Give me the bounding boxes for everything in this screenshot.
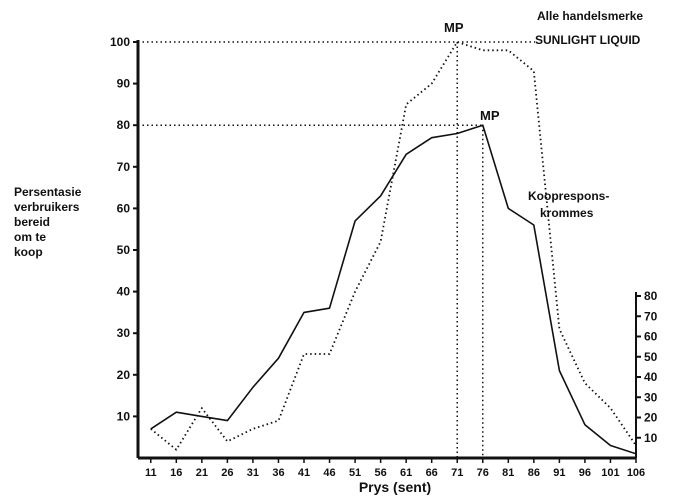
y-axis-label-line-5: koop: [14, 245, 43, 259]
y-axis-label-line-2: verbruikers: [14, 200, 80, 214]
y-tick-label: 60: [117, 201, 131, 215]
y-axis-label-line-4: om te: [14, 230, 46, 244]
x-tick-label: 66: [426, 467, 438, 479]
axes: 10 20 30 40 50 60 70 80 90 100 10 20 30 40 50 60 70 80 11 1…: [110, 35, 658, 479]
right-tick-label: 60: [644, 330, 658, 344]
right-tick-label: 70: [644, 309, 658, 323]
x-tick-label: 51: [349, 467, 361, 479]
y-tick-label: 80: [117, 118, 131, 132]
y-tick-label: 30: [117, 326, 131, 340]
x-tick-label: 11: [145, 467, 157, 479]
y-tick-label: 50: [117, 243, 131, 257]
x-tick-label: 41: [298, 467, 310, 479]
right-tick-label: 20: [644, 411, 658, 425]
y-axis-label-line-1: Persentasie: [14, 185, 82, 199]
x-tick-label: 31: [247, 467, 259, 479]
x-tick-label: 61: [400, 467, 412, 479]
x-tick-label: 91: [553, 467, 565, 479]
right-tick-label: 80: [644, 289, 658, 303]
y-tick-label: 10: [117, 409, 131, 423]
y-tick-label: 20: [117, 368, 131, 382]
y-tick-label: 70: [117, 160, 131, 174]
x-tick-label: 101: [601, 467, 619, 479]
x-tick-label: 21: [196, 467, 208, 479]
right-tick-label: 50: [644, 350, 658, 364]
chart-labels: Alle handelsmerke SUNLIGHT LIQUID MP MP …: [14, 9, 643, 495]
legend-sunlight-liquid: SUNLIGHT LIQUID: [535, 33, 641, 47]
legend-all-brands: Alle handelsmerke: [537, 9, 643, 23]
x-tick-label: 76: [477, 467, 489, 479]
right-tick-label: 10: [644, 431, 658, 445]
series-all-brands-line: [150, 124, 637, 455]
x-tick-label: 36: [272, 467, 284, 479]
mp-label-all-brands: MP: [480, 108, 500, 123]
mp-guide-lines: [138, 41, 535, 458]
data-series: [150, 41, 637, 455]
x-tick-label: 86: [528, 467, 540, 479]
y-tick-label: 40: [117, 285, 131, 299]
y-axis-label-line-3: bereid: [14, 215, 50, 229]
mp-label-sunlight: MP: [444, 20, 464, 35]
x-tick-label: 81: [502, 467, 514, 479]
curves-label-line-1: Kooprespons-: [528, 189, 609, 203]
right-tick-label: 30: [644, 390, 658, 404]
curves-label-line-2: krommes: [540, 206, 594, 220]
y-tick-label: 100: [110, 35, 130, 49]
x-tick-label: 96: [579, 467, 591, 479]
right-tick-label: 40: [644, 370, 658, 384]
x-axis-label: Prys (sent): [359, 479, 431, 495]
y-tick-label: 90: [117, 77, 131, 91]
x-tick-label: 106: [627, 467, 645, 479]
x-tick-label: 26: [221, 467, 233, 479]
x-tick-label: 71: [451, 467, 463, 479]
series-sunlight-liquid-line: [150, 41, 637, 451]
x-tick-label: 46: [323, 467, 335, 479]
x-tick-label: 16: [170, 467, 182, 479]
x-tick-label: 56: [374, 467, 386, 479]
